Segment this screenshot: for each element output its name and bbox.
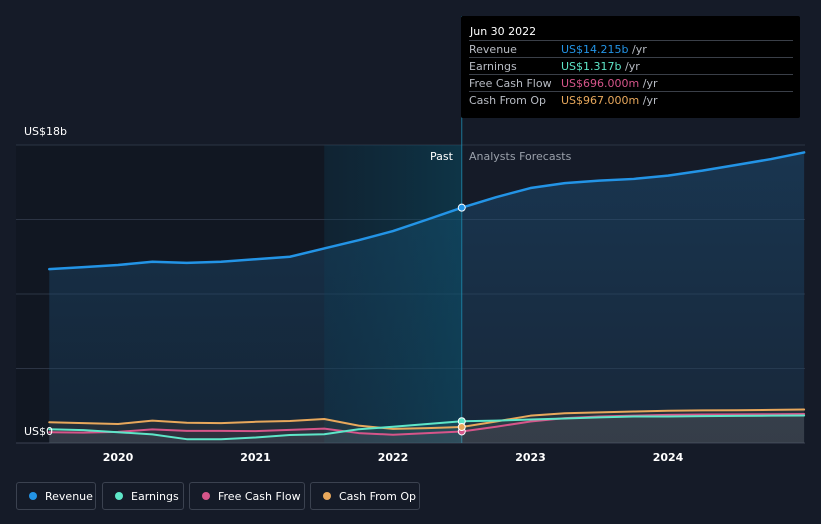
legend-label: Revenue [45,490,93,503]
series-area-earnings [49,415,805,443]
tooltip-row-cash-from-op: Cash From Op US$967.000m /yr [469,91,793,109]
series-line-cash-from-op [48,408,806,430]
tooltip-label: Revenue [469,43,517,56]
past-highlight-region [324,145,462,443]
series-line-revenue [48,151,806,271]
x-axis-tick-label: 2022 [378,451,409,464]
legend-label: Free Cash Flow [218,490,301,503]
data-point-marker [457,422,466,431]
series-line-free-cash-flow [48,413,806,436]
tooltip-label: Free Cash Flow [469,77,552,90]
legend-item-revenue[interactable]: Revenue [16,482,96,510]
legend-item-free-cash-flow[interactable]: Free Cash Flow [189,482,305,510]
y-axis-min-label: US$0 [24,425,54,438]
tooltip-value: US$967.000m /yr [561,94,658,107]
data-tooltip: Jun 30 2022 Revenue US$14.215b /yr Earni… [461,16,800,118]
tooltip-label: Cash From Op [469,94,547,107]
x-axis-tick-label: 2020 [103,451,134,464]
tooltip-row-revenue: Revenue US$14.215b /yr [469,40,793,58]
tooltip-row-free-cash-flow: Free Cash Flow US$696.000m /yr [469,74,793,92]
tooltip-value: US$1.317b /yr [561,60,640,73]
tooltip-value: US$14.215b /yr [561,43,647,56]
x-axis-tick-label: 2023 [515,451,546,464]
y-axis-max-label: US$18b [24,125,68,138]
x-axis-tick-label: 2024 [653,451,684,464]
tooltip-value: US$696.000m /yr [561,77,658,90]
legend-dot-icon [202,492,210,500]
legend-dot-icon [115,492,123,500]
legend-item-earnings[interactable]: Earnings [102,482,184,510]
tooltip-date: Jun 30 2022 [470,25,537,38]
legend-dot-icon [29,492,37,500]
data-point-marker [457,203,466,212]
series-area-free-cash-flow [49,414,805,443]
x-axis-tick-label: 2021 [240,451,271,464]
legend-label: Earnings [131,490,179,503]
tooltip-row-earnings: Earnings US$1.317b /yr [469,57,793,75]
legend-label: Cash From Op [339,490,417,503]
legend-item-cash-from-op[interactable]: Cash From Op [310,482,420,510]
legend-dot-icon [323,492,331,500]
past-section-label: Past [430,150,453,163]
series-line-earnings [48,414,806,441]
tooltip-label: Earnings [469,60,517,73]
forecast-section-label: Analysts Forecasts [469,150,572,163]
